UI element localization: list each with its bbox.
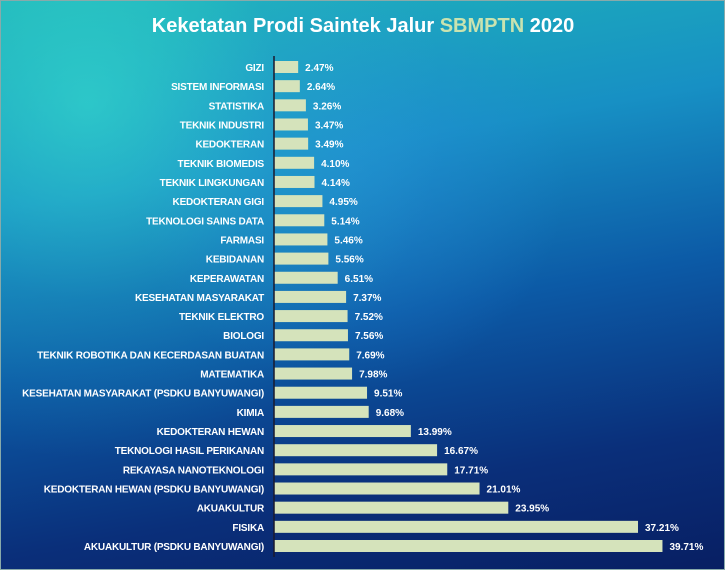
- category-label: TEKNOLOGI SAINS DATA: [146, 216, 264, 227]
- bar: [274, 463, 448, 476]
- data-label: 4.95%: [329, 197, 357, 208]
- data-label: 7.69%: [356, 350, 384, 361]
- category-label: TEKNOLOGI HASIL PERIKANAN: [115, 446, 264, 457]
- category-label: TEKNIK INDUSTRI: [180, 120, 265, 131]
- data-label: 7.56%: [355, 331, 383, 342]
- bar: [274, 444, 438, 457]
- data-label: 9.68%: [376, 408, 404, 419]
- category-label: TEKNIK ELEKTRO: [179, 312, 264, 323]
- bar: [274, 482, 480, 495]
- bar: [274, 425, 411, 438]
- bar: [274, 214, 325, 227]
- bar: [274, 99, 306, 112]
- data-label: 7.52%: [355, 312, 383, 323]
- bar: [274, 195, 323, 208]
- data-label: 3.26%: [313, 101, 341, 112]
- data-label: 3.47%: [315, 120, 343, 131]
- data-label: 7.37%: [353, 293, 381, 304]
- category-label: FISIKA: [232, 523, 264, 534]
- bar: [274, 520, 639, 533]
- data-label: 17.71%: [454, 465, 488, 476]
- bar: [274, 233, 328, 246]
- data-label: 7.98%: [359, 370, 387, 381]
- category-label: KEDOKTERAN HEWAN: [157, 427, 264, 438]
- bar: [274, 137, 309, 150]
- bar: [274, 156, 315, 169]
- data-label: 2.47%: [305, 63, 333, 74]
- bar: [274, 118, 308, 131]
- data-label: 13.99%: [418, 427, 452, 438]
- category-label: FARMASI: [220, 235, 264, 246]
- data-label: 4.14%: [322, 178, 350, 189]
- category-label: KESEHATAN MASYARAKAT: [135, 293, 264, 304]
- category-label: KEBIDANAN: [206, 255, 264, 266]
- bar: [274, 290, 347, 303]
- category-label: KEPERAWATAN: [190, 274, 264, 285]
- data-label: 37.21%: [645, 523, 679, 534]
- bar: [274, 540, 663, 552]
- data-label: 5.56%: [335, 255, 363, 266]
- data-label: 23.95%: [515, 504, 549, 515]
- category-label: AKUAKULTUR (PSDKU BANYUWANGI): [84, 542, 264, 553]
- data-label: 5.14%: [331, 216, 359, 227]
- data-label: 2.64%: [307, 82, 335, 93]
- data-label: 39.71%: [669, 542, 703, 553]
- category-label: TEKNIK BIOMEDIS: [178, 159, 265, 170]
- category-label: REKAYASA NANOTEKNOLOGI: [123, 465, 265, 476]
- category-label: AKUAKULTUR: [197, 504, 265, 515]
- bar: [274, 348, 350, 361]
- category-label: SISTEM INFORMASI: [171, 82, 264, 93]
- category-label: MATEMATIKA: [200, 370, 264, 381]
- category-label: KEDOKTERAN HEWAN (PSDKU BANYUWANGI): [44, 485, 264, 496]
- bar: [274, 252, 329, 265]
- bar: [274, 310, 348, 323]
- bar: [274, 501, 509, 514]
- bar: [274, 329, 348, 342]
- data-label: 16.67%: [444, 446, 478, 457]
- bar: [274, 386, 368, 399]
- category-label: TEKNIK LINGKUNGAN: [160, 178, 264, 189]
- data-label: 6.51%: [345, 274, 373, 285]
- category-label: GIZI: [245, 63, 264, 74]
- data-label: 5.46%: [334, 235, 362, 246]
- bar: [274, 367, 353, 380]
- bar: [274, 80, 300, 93]
- data-label: 21.01%: [487, 485, 521, 496]
- data-label: 3.49%: [315, 140, 343, 151]
- bar: [274, 175, 315, 188]
- category-label: KIMIA: [237, 408, 264, 419]
- bar: [274, 405, 369, 418]
- category-label: TEKNIK ROBOTIKA DAN KECERDASAN BUATAN: [37, 350, 264, 361]
- data-label: 9.51%: [374, 389, 402, 400]
- category-label: KESEHATAN MASYARAKAT (PSDKU BANYUWANGI): [22, 389, 264, 400]
- bar: [274, 61, 299, 73]
- category-label: KEDOKTERAN: [195, 140, 264, 151]
- category-label: KEDOKTERAN GIGI: [173, 197, 265, 208]
- category-label: STATISTIKA: [209, 101, 264, 112]
- bar: [274, 271, 338, 284]
- chart-title: Keketatan Prodi Saintek Jalur SBMPTN 202…: [152, 15, 574, 37]
- data-label: 4.10%: [321, 159, 349, 170]
- category-label: BIOLOGI: [223, 331, 264, 342]
